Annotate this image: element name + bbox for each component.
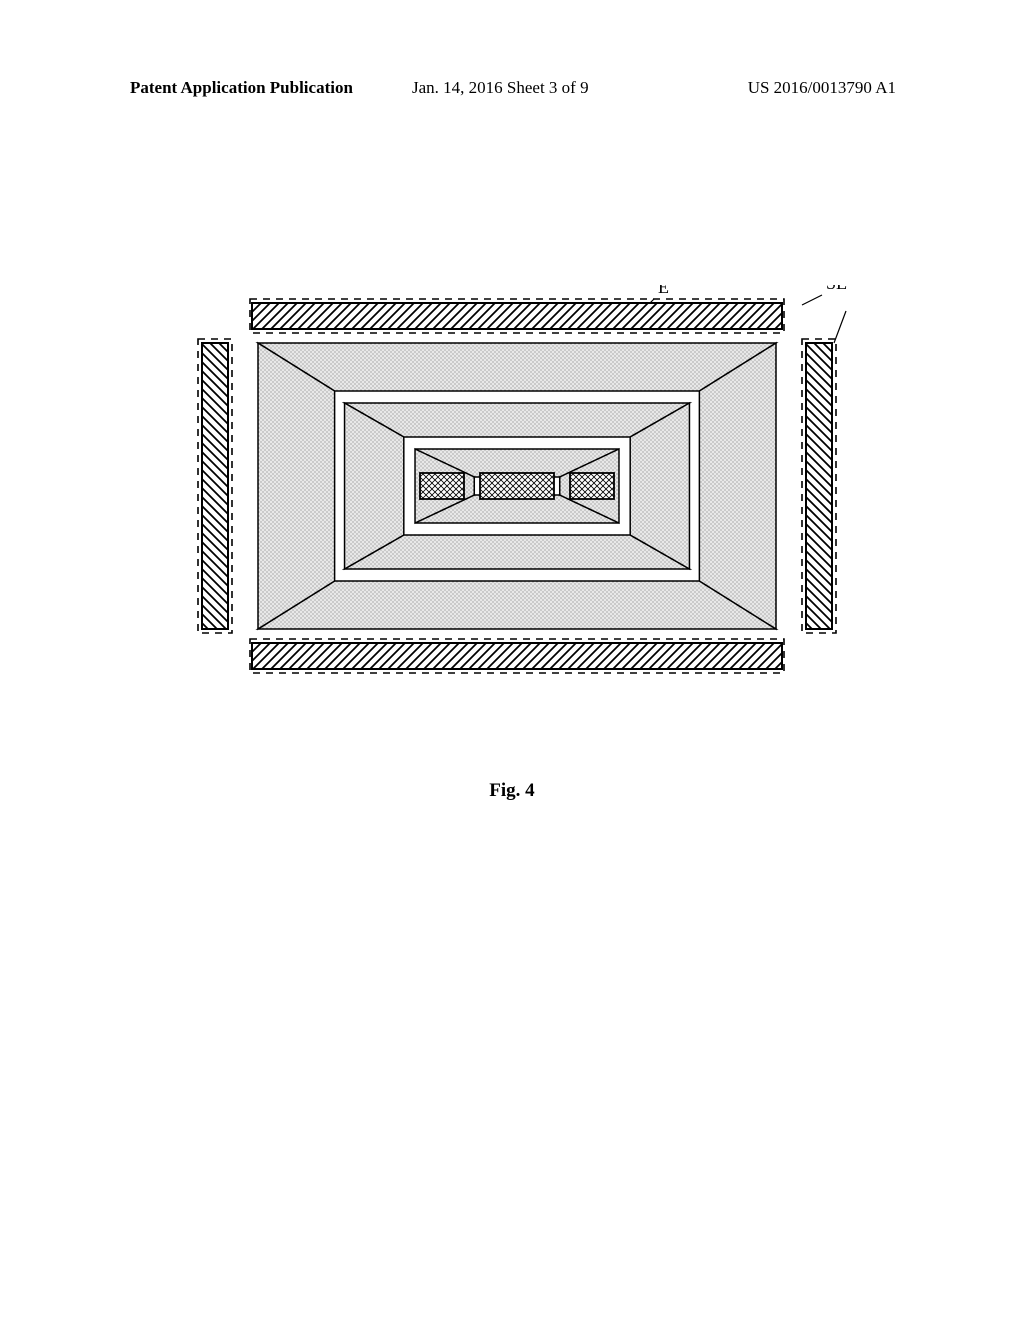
svg-text:E: E <box>658 285 669 297</box>
page-header: Patent Application Publication Jan. 14, … <box>0 78 1024 102</box>
svg-text:SE: SE <box>826 285 847 293</box>
figure-svg: ESESE <box>180 285 850 705</box>
header-publication-number: US 2016/0013790 A1 <box>748 78 896 98</box>
figure-caption: Fig. 4 <box>0 780 1024 802</box>
header-publication-type: Patent Application Publication <box>130 78 353 98</box>
patent-figure: ESESE <box>180 285 850 705</box>
header-date-sheet: Jan. 14, 2016 Sheet 3 of 9 <box>412 78 589 98</box>
